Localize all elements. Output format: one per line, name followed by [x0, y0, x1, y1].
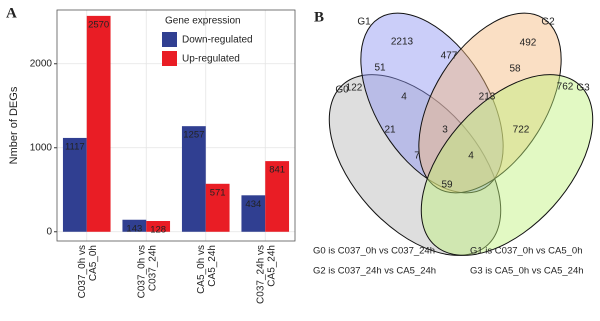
region-count: 51: [374, 63, 386, 74]
bar: [62, 137, 87, 232]
set-label: G2: [541, 17, 555, 28]
x-tick-line: CA5_0h: [87, 245, 98, 281]
x-tick-label: C037_0h vsC037_24h: [136, 245, 158, 298]
value-label: 128: [150, 225, 166, 236]
set-ellipse: [418, 12, 562, 194]
value-label: 841: [269, 165, 285, 176]
x-tick-line: C037_24h: [147, 245, 158, 291]
region-count: 4: [401, 92, 407, 103]
set-label: G3: [576, 83, 590, 94]
set-note: G1 is C037_0h vs CA5_0h: [470, 246, 582, 257]
value-label: 571: [210, 187, 226, 198]
value-label: 2570: [88, 19, 109, 30]
set-label: G1: [357, 17, 371, 28]
panel-letter: B: [314, 9, 324, 25]
y-tick-label: 0: [46, 226, 52, 237]
value-label: 1117: [65, 141, 85, 152]
bar: [205, 183, 230, 232]
set-note: G2 is C037_24h vs CA5_24h: [313, 266, 436, 277]
legend-title: Gene expression: [165, 16, 241, 27]
legend-swatch: [162, 32, 177, 47]
region-count: 2213: [391, 37, 414, 48]
legend-swatch: [162, 51, 177, 66]
bar: [265, 161, 290, 232]
region-count: 3: [442, 125, 448, 136]
x-tick-line: CA5_24h: [206, 245, 217, 287]
panel-letter: A: [6, 5, 17, 21]
bar: [181, 126, 206, 232]
region-count: 4: [468, 151, 474, 162]
region-count: 7: [414, 151, 420, 162]
x-tick-label: CA5_0h vsCA5_24h: [195, 245, 217, 294]
legend-label: Up-regulated: [182, 54, 240, 65]
y-tick-label: 2000: [30, 58, 53, 69]
set-label: G0: [335, 85, 349, 96]
region-count: 122: [346, 83, 363, 94]
value-label: 143: [126, 223, 142, 234]
region-count: 213: [479, 92, 496, 103]
set-note: G0 is C037_0h vs C037_24h: [313, 246, 435, 257]
y-tick-label: 1000: [30, 142, 53, 153]
set-ellipse: [420, 74, 594, 256]
value-label: 434: [245, 199, 261, 210]
x-tick-label: C037_0h vsCA5_0h: [76, 245, 98, 298]
set-ellipse: [360, 12, 504, 194]
set-note: G3 is CA5_0h vs CA5_24h: [470, 266, 584, 277]
x-tick-line: C037_24h vs: [255, 245, 266, 304]
bar: [122, 219, 147, 232]
x-tick-line: CA5_24h: [266, 245, 277, 287]
x-tick-line: C037_0h vs: [136, 245, 147, 298]
region-count: 477: [441, 51, 458, 62]
region-count: 59: [441, 180, 453, 191]
bar: [86, 15, 111, 232]
legend-label: Down-regulated: [182, 35, 253, 46]
x-tick-line: C037_0h vs: [76, 245, 87, 298]
region-count: 21: [384, 125, 396, 136]
bar: [241, 195, 266, 232]
region-count: 492: [520, 38, 537, 49]
region-count: 722: [513, 125, 530, 136]
region-count: 762: [557, 82, 574, 93]
x-tick-label: C037_24h vsCA5_24h: [255, 245, 277, 304]
bar: [146, 221, 171, 232]
plot-border: [56, 9, 296, 242]
y-axis-label: Nmber of DEGs: [8, 86, 20, 164]
x-tick-line: CA5_0h vs: [195, 245, 206, 294]
value-label: 1257: [183, 130, 204, 141]
region-count: 58: [509, 64, 521, 75]
